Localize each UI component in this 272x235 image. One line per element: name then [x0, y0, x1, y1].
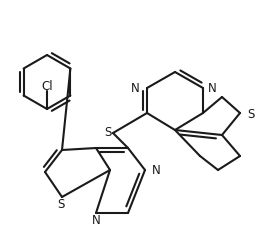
Text: Cl: Cl	[41, 79, 53, 93]
Text: N: N	[131, 82, 140, 94]
Text: N: N	[208, 82, 217, 94]
Text: N: N	[152, 164, 161, 176]
Text: S: S	[247, 107, 254, 121]
Text: N: N	[92, 214, 100, 227]
Text: S: S	[57, 197, 65, 211]
Text: S: S	[104, 125, 112, 138]
